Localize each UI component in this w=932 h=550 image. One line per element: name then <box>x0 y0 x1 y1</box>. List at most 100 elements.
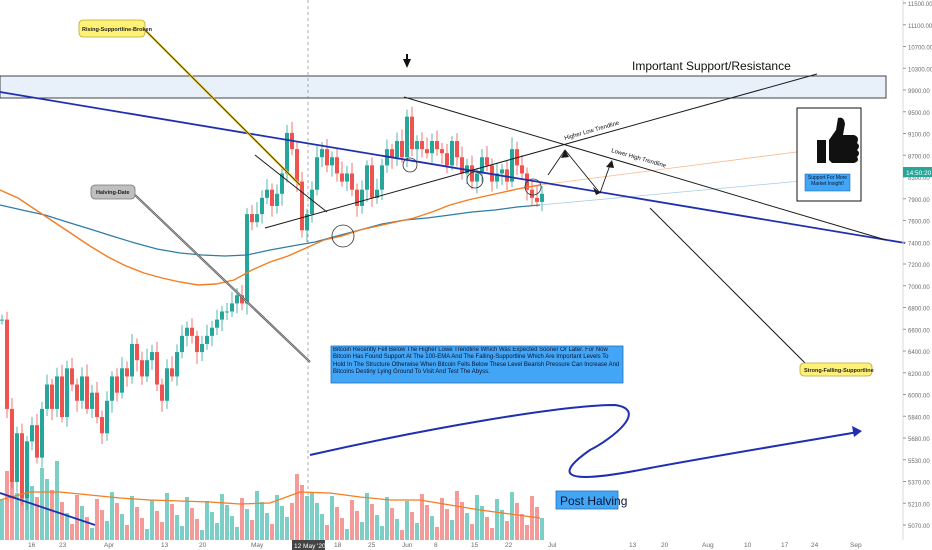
candle-body <box>270 189 274 206</box>
volume-bar <box>355 511 359 540</box>
volume-bar <box>230 516 234 540</box>
leader-halving-core <box>134 194 311 363</box>
time-tick-label: 10 <box>744 542 752 549</box>
price-tick-label: 10300.00 <box>908 67 932 73</box>
candle-body <box>105 400 109 434</box>
candle-body <box>450 141 454 166</box>
volume-bar <box>210 512 214 540</box>
candle-body <box>245 214 249 304</box>
candle-body <box>480 157 484 174</box>
price-tick-label: 5680.00 <box>908 437 930 443</box>
price-tick-label: 7400.00 <box>908 241 930 247</box>
candle-body <box>205 335 209 344</box>
volume-bar <box>300 485 304 540</box>
time-tick-label: 13 <box>161 542 169 549</box>
candle-body <box>435 141 439 150</box>
volume-bar <box>380 526 384 540</box>
volume-bar <box>100 510 104 540</box>
volume-bar <box>60 502 64 540</box>
volume-bar <box>190 508 194 540</box>
volume-bar <box>290 503 294 540</box>
falling-supportline <box>0 91 906 244</box>
candle-body <box>495 173 499 182</box>
candle-body <box>335 157 339 174</box>
support-resistance-zone <box>0 75 887 99</box>
rising-supportline-broken <box>254 154 328 213</box>
down-arrow-icon <box>403 59 411 68</box>
volume-bar <box>145 529 149 540</box>
volume-bar <box>455 491 459 540</box>
volume-bar <box>415 523 419 540</box>
candle-body <box>310 189 314 215</box>
price-tick-label: 7200.00 <box>908 263 930 269</box>
volume-bar <box>280 506 284 540</box>
price-tick-label: 5070.00 <box>908 524 930 530</box>
candle-body <box>175 352 179 377</box>
volume-bar <box>325 525 329 540</box>
candle-body <box>130 343 134 377</box>
important-sr-label: Important Support/Resistance <box>632 59 791 73</box>
time-tick-label: Jun <box>402 542 413 549</box>
halving-date-label: Halving-Date <box>96 190 130 196</box>
price-axis: 11500.00 11100.00 10700.00 10300.00 9900.00 9… <box>902 0 932 540</box>
volume-bar <box>420 494 424 540</box>
candle-body <box>300 181 304 231</box>
volume-bar <box>510 492 514 540</box>
candle-body <box>0 319 4 321</box>
candle-body <box>185 327 189 336</box>
volume-bar <box>460 502 464 540</box>
volume-bar <box>305 496 309 540</box>
candle-body <box>260 197 264 215</box>
volume-bar <box>335 507 339 540</box>
price-tick-label: 6600.00 <box>908 328 930 334</box>
crosshair-date-tag <box>292 540 325 550</box>
circle-annotation <box>402 157 418 173</box>
candle-body <box>15 433 19 482</box>
price-tick-label: 11100.00 <box>908 24 932 30</box>
volume-bar <box>255 491 259 540</box>
support-card-tag <box>804 173 851 192</box>
price-tick-label: 6800.00 <box>908 307 930 313</box>
volume-bar <box>370 504 374 540</box>
candle-body <box>120 368 124 393</box>
volume-bar <box>200 530 204 540</box>
candle-body <box>215 319 219 328</box>
volume-bar <box>485 517 489 540</box>
candle-body <box>395 141 399 158</box>
volume-bar <box>490 528 494 540</box>
volume-bar <box>215 523 219 540</box>
curve-arrowhead <box>852 426 862 437</box>
candle-body <box>355 189 359 206</box>
volume-bar <box>390 508 394 540</box>
volume-bar <box>475 495 479 540</box>
ma-200-projection <box>539 179 813 206</box>
volume-bar <box>225 505 229 540</box>
candle-body <box>240 295 244 304</box>
volume-bar <box>500 510 504 540</box>
candle-body <box>420 141 424 150</box>
rising-supportline-label: Rising-Supportline-Broken <box>82 27 153 33</box>
candle-body <box>125 368 129 377</box>
time-tick-label: 13 <box>629 542 637 549</box>
candle-body <box>370 165 374 198</box>
volume-bar <box>185 497 189 540</box>
candle-body <box>90 392 94 409</box>
volume-bar <box>465 513 469 540</box>
volume-bar <box>90 528 94 540</box>
volume-bar <box>175 515 179 540</box>
volume-bar <box>295 474 299 540</box>
volume-bar <box>205 501 209 540</box>
volume-bar <box>260 502 264 540</box>
candle-body <box>195 335 199 353</box>
candle-body <box>390 149 394 158</box>
projection-path <box>547 149 611 194</box>
candle-body <box>235 295 239 304</box>
post-halving-box <box>555 490 619 510</box>
volume-bar <box>110 492 114 540</box>
thumbs-up-icon <box>817 117 859 163</box>
candle-body <box>320 149 324 158</box>
candle-body <box>170 368 174 377</box>
candle-body <box>340 173 344 182</box>
volume-bar <box>30 486 34 540</box>
candle-body <box>295 149 299 182</box>
